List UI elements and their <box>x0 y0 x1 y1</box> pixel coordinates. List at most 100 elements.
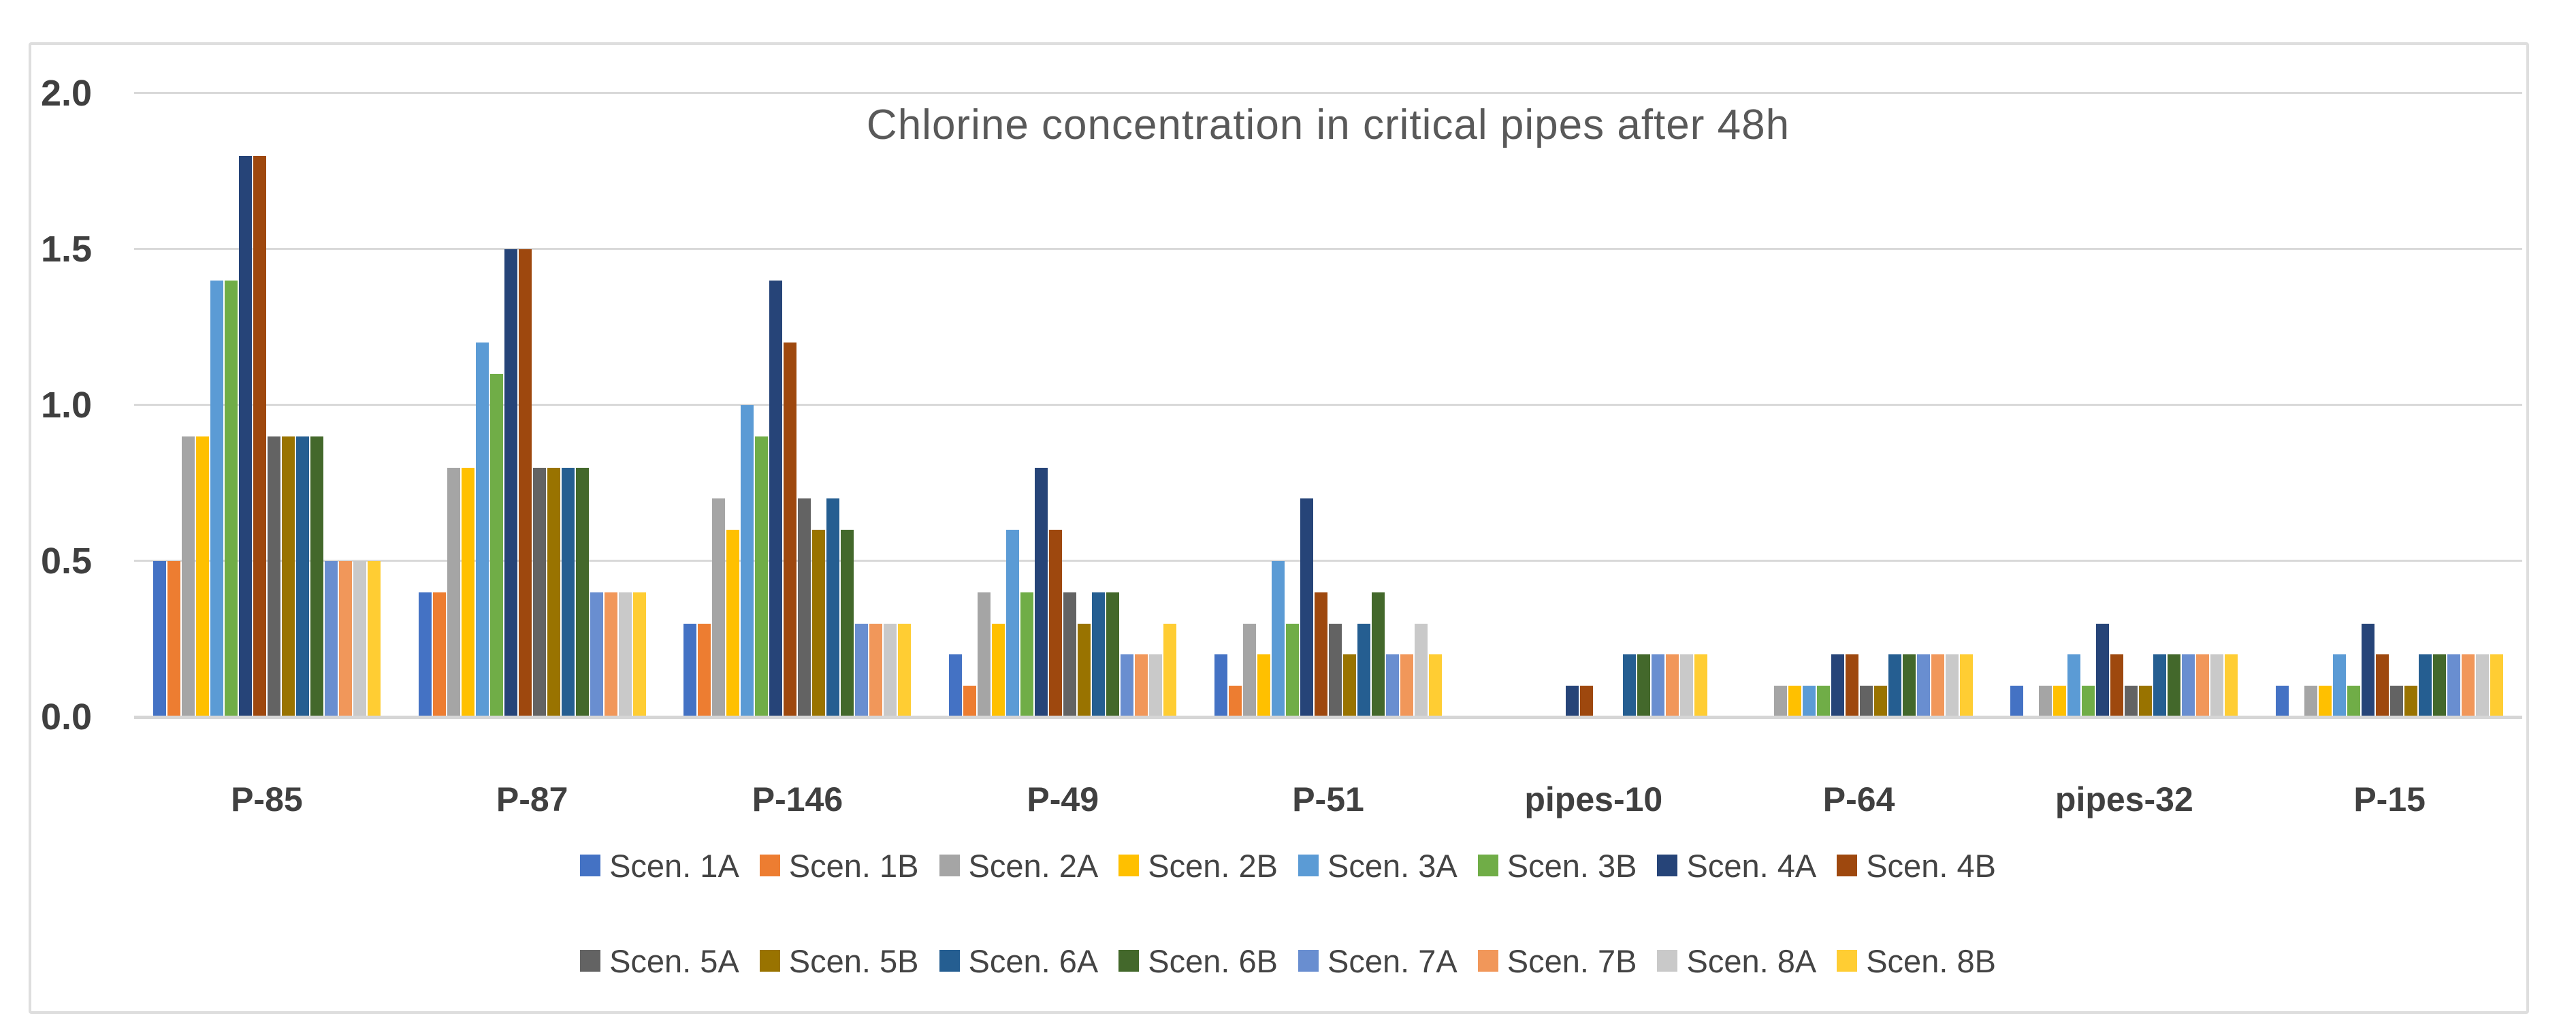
legend-swatch-icon <box>939 855 960 876</box>
bar-scen-7b-P-64 <box>1931 654 1944 717</box>
bar-scen-5b-P-85 <box>281 436 295 717</box>
bar-scen-5a-P-64 <box>1859 686 1873 717</box>
bar-scen-4a-P-146 <box>769 280 783 717</box>
bar-scen-2a-P-49 <box>978 592 991 717</box>
bar-scen-6b-P-49 <box>1106 592 1120 717</box>
bar-scen-5a-P-85 <box>267 436 280 717</box>
bar-scen-7a-P-64 <box>1916 654 1930 717</box>
bar-scen-5b-P-49 <box>1078 623 1091 717</box>
bar-scen-1a-P-49 <box>949 654 963 717</box>
legend-label: Scen. 5B <box>788 942 919 979</box>
legend-label: Scen. 6B <box>1148 942 1278 979</box>
legend-swatch-icon <box>939 950 960 972</box>
bar-scen-8a-pipes-32 <box>2210 654 2224 717</box>
gridline-1.0 <box>134 404 2522 406</box>
bar-scen-6a-pipes-32 <box>2153 654 2167 717</box>
x-axis-labels: P-85 P-87 P-146 P-49 P-51 pipes-10 P-64 pipes-3… <box>134 780 2522 819</box>
plot-area <box>134 92 2522 719</box>
bar-scen-6b-P-85 <box>310 436 323 717</box>
bar-scen-7a-pipes-32 <box>2182 654 2195 717</box>
bar-scen-5b-P-87 <box>547 467 560 717</box>
legend-item-scen-1a: Scen. 1A <box>580 847 739 885</box>
legend-swatch-icon <box>580 855 601 876</box>
bar-scen-3a-pipes-32 <box>2067 654 2081 717</box>
bar-scen-3a-P-64 <box>1802 686 1816 717</box>
legend-item-scen-5a: Scen. 5A <box>580 942 739 980</box>
legend-item-scen-7a: Scen. 7A <box>1298 942 1458 980</box>
bar-scen-3b-P-64 <box>1816 686 1830 717</box>
legend-row-2: Scen. 5A Scen. 5B Scen. 6A Scen. 6B Scen. 7A… <box>0 941 2576 981</box>
bar-scen-3b-P-15 <box>2347 686 2361 717</box>
bar-scen-4b-P-146 <box>784 343 797 717</box>
bar-scen-5a-P-15 <box>2390 686 2404 717</box>
x-axis-label-P-51: P-51 <box>1292 780 1364 818</box>
legend-label: Scen. 8A <box>1686 942 1817 979</box>
bar-scen-2b-P-51 <box>1257 654 1271 717</box>
legend-item-scen-2b: Scen. 2B <box>1118 847 1278 885</box>
bar-scen-8a-P-64 <box>1945 654 1959 717</box>
bar-scen-4b-P-87 <box>518 249 532 717</box>
bar-group-P-87 <box>400 93 665 717</box>
bar-scen-6a-P-15 <box>2419 654 2432 717</box>
y-tick-label: 0.5 <box>41 541 93 582</box>
bar-scen-4b-P-85 <box>253 155 266 717</box>
bar-scen-2a-P-64 <box>1773 686 1787 717</box>
bar-scen-7b-P-49 <box>1135 654 1148 717</box>
bar-scen-3a-P-87 <box>475 343 489 717</box>
bar-scen-5b-pipes-32 <box>2139 686 2153 717</box>
legend-label: Scen. 5A <box>609 942 739 979</box>
legend-swatch-icon <box>580 950 601 972</box>
legend-label: Scen. 8B <box>1866 942 1996 979</box>
legend-swatch-icon <box>1657 950 1678 972</box>
legend-item-scen-6a: Scen. 6A <box>939 942 1098 980</box>
bar-scen-8a-P-87 <box>618 592 632 717</box>
x-axis-label-P-64: P-64 <box>1822 780 1895 818</box>
bar-group-pipes-32 <box>1991 93 2257 717</box>
bar-group-P-146 <box>665 93 931 717</box>
bar-scen-3b-P-51 <box>1286 623 1300 717</box>
legend-item-scen-4b: Scen. 4B <box>1837 847 1996 885</box>
bar-scen-8b-P-51 <box>1429 654 1443 717</box>
x-axis-label-P-85: P-85 <box>231 780 303 818</box>
legend-swatch-icon <box>1298 855 1319 876</box>
bar-scen-2a-P-146 <box>712 498 726 717</box>
legend-label: Scen. 3B <box>1507 847 1637 884</box>
bar-scen-4b-P-64 <box>1845 654 1858 717</box>
bar-scen-3a-P-15 <box>2333 654 2347 717</box>
bar-scen-4a-P-87 <box>504 249 517 717</box>
bar-scen-4a-P-64 <box>1831 654 1844 717</box>
bar-scen-2a-P-51 <box>1243 623 1257 717</box>
bar-scen-7b-pipes-10 <box>1665 654 1679 717</box>
bar-scen-3b-pipes-32 <box>2082 686 2095 717</box>
bar-scen-5b-P-51 <box>1343 654 1357 717</box>
bar-scen-4a-pipes-32 <box>2096 623 2110 717</box>
bar-scen-7a-P-15 <box>2447 654 2461 717</box>
legend-item-scen-8a: Scen. 8A <box>1657 942 1816 980</box>
bar-scen-7b-P-85 <box>338 561 352 717</box>
bar-scen-1a-P-85 <box>152 561 166 717</box>
legend-swatch-icon <box>1837 855 1858 876</box>
bar-scen-4b-P-51 <box>1315 592 1328 717</box>
bar-scen-3b-P-146 <box>755 436 769 717</box>
y-tick-label: 1.5 <box>41 229 93 270</box>
bar-scen-1b-P-51 <box>1229 686 1242 717</box>
legend-item-scen-8b: Scen. 8B <box>1837 942 1996 980</box>
legend-swatch-icon <box>1118 950 1140 972</box>
bar-scen-6b-P-87 <box>575 467 589 717</box>
bar-scen-7a-pipes-10 <box>1651 654 1664 717</box>
bar-scen-1b-P-146 <box>698 623 711 717</box>
bar-scen-3b-P-49 <box>1020 592 1034 717</box>
gridline-2.0 <box>134 92 2522 94</box>
legend-label: Scen. 7B <box>1507 942 1637 979</box>
x-axis-label-P-15: P-15 <box>2353 780 2426 818</box>
bar-scen-2b-P-15 <box>2319 686 2332 717</box>
bar-scen-8a-P-146 <box>884 623 897 717</box>
chart-frame <box>29 42 2529 1014</box>
legend-swatch-icon <box>759 950 780 972</box>
bar-scen-1a-pipes-32 <box>2010 686 2024 717</box>
legend-swatch-icon <box>1118 855 1140 876</box>
legend-label: Scen. 1A <box>609 847 739 884</box>
bar-scen-4a-pipes-10 <box>1565 686 1579 717</box>
legend-swatch-icon <box>759 855 780 876</box>
